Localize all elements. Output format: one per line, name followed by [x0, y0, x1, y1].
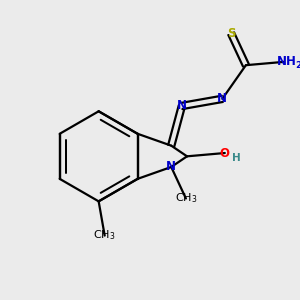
Text: CH$_3$: CH$_3$ [175, 192, 197, 206]
Text: N: N [217, 92, 227, 105]
Text: NH: NH [277, 55, 297, 68]
Text: O: O [220, 146, 230, 160]
Text: H: H [232, 153, 241, 163]
Text: CH$_3$: CH$_3$ [93, 229, 116, 242]
Text: 2: 2 [296, 61, 300, 70]
Text: N: N [166, 160, 176, 173]
Text: S: S [227, 27, 236, 40]
Text: N: N [177, 100, 187, 112]
